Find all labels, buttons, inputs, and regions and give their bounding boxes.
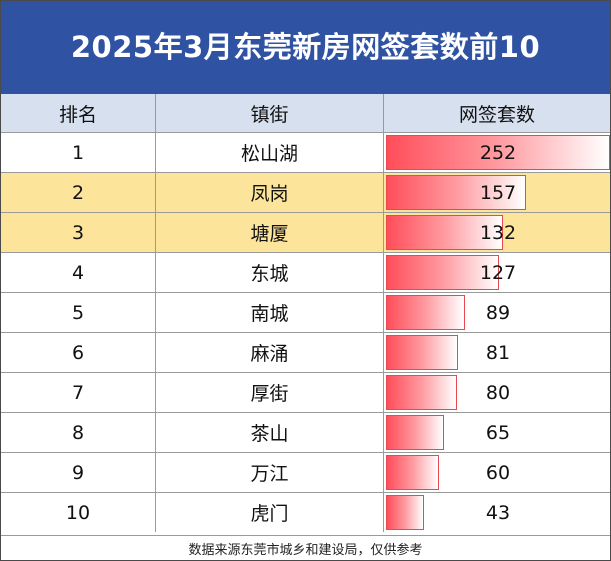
data-bar-cell: 60 xyxy=(386,455,610,490)
rank-cell: 3 xyxy=(1,213,156,252)
table-row: 10 虎门 43 xyxy=(1,492,610,532)
data-label: 89 xyxy=(485,301,511,324)
table-row: 3 塘厦 132 xyxy=(1,212,610,252)
town-cell: 松山湖 xyxy=(156,133,384,172)
rank-cell: 7 xyxy=(1,373,156,412)
table-row: 4 东城 127 xyxy=(1,252,610,292)
town-cell: 凤岗 xyxy=(156,173,384,212)
table-row: 7 厚街 80 xyxy=(1,372,610,412)
town-cell: 万江 xyxy=(156,453,384,492)
rank-cell: 5 xyxy=(1,293,156,332)
town-cell: 麻涌 xyxy=(156,333,384,372)
table-row: 9 万江 60 xyxy=(1,452,610,492)
rank-cell: 2 xyxy=(1,173,156,212)
data-label: 127 xyxy=(479,261,517,284)
town-cell: 南城 xyxy=(156,293,384,332)
rank-cell: 4 xyxy=(1,253,156,292)
data-bar-cell: 43 xyxy=(386,495,610,530)
data-label: 157 xyxy=(479,181,517,204)
data-label: 65 xyxy=(485,421,511,444)
data-bar xyxy=(386,495,424,530)
data-bar xyxy=(386,215,503,250)
rank-cell: 10 xyxy=(1,493,156,532)
table-header: 排名 镇街 网签套数 xyxy=(1,94,610,132)
town-cell: 茶山 xyxy=(156,413,384,452)
town-cell: 塘厦 xyxy=(156,213,384,252)
data-bar-cell: 157 xyxy=(386,175,610,210)
town-cell: 虎门 xyxy=(156,493,384,532)
town-cell: 东城 xyxy=(156,253,384,292)
data-bar xyxy=(386,335,458,370)
data-label: 252 xyxy=(479,141,517,164)
data-bar-cell: 252 xyxy=(386,135,610,170)
town-cell: 厚街 xyxy=(156,373,384,412)
data-bar xyxy=(386,135,610,170)
rank-cell: 9 xyxy=(1,453,156,492)
source-note: 数据来源东莞市城乡和建设局，仅供参考 xyxy=(1,535,610,560)
data-bar xyxy=(386,455,439,490)
data-bar-cell: 89 xyxy=(386,295,610,330)
data-bar-cell: 127 xyxy=(386,255,610,290)
table-row: 5 南城 89 xyxy=(1,292,610,332)
rank-cell: 1 xyxy=(1,133,156,172)
data-bar xyxy=(386,295,465,330)
data-bar-cell: 132 xyxy=(386,215,610,250)
chart-title: 2025年3月东莞新房网签套数前10 xyxy=(70,30,541,64)
data-bar-cell: 81 xyxy=(386,335,610,370)
data-label: 80 xyxy=(485,381,511,404)
data-label: 60 xyxy=(485,461,511,484)
data-bar xyxy=(386,175,526,210)
rank-cell: 6 xyxy=(1,333,156,372)
rank-cell: 8 xyxy=(1,413,156,452)
data-label: 81 xyxy=(485,341,511,364)
data-bar-cell: 80 xyxy=(386,375,610,410)
header-rank: 排名 xyxy=(1,94,156,132)
table-row: 1 松山湖 252 xyxy=(1,132,610,172)
data-bar xyxy=(386,375,457,410)
data-bar xyxy=(386,255,499,290)
table-row: 2 凤岗 157 xyxy=(1,172,610,212)
table-row: 8 茶山 65 xyxy=(1,412,610,452)
data-bar-cell: 65 xyxy=(386,415,610,450)
data-label: 43 xyxy=(485,501,511,524)
data-bar xyxy=(386,415,444,450)
header-count: 网签套数 xyxy=(458,103,535,126)
header-town: 镇街 xyxy=(156,94,384,132)
table-row: 6 麻涌 81 xyxy=(1,332,610,372)
title-bar: 2025年3月东莞新房网签套数前10 xyxy=(1,1,610,94)
data-label: 132 xyxy=(479,221,517,244)
